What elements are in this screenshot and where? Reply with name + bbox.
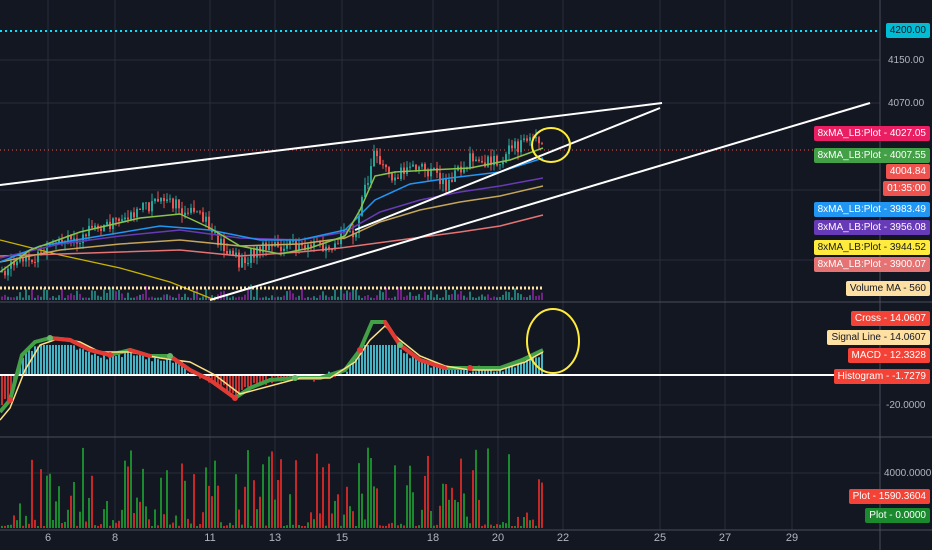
price-label-badge[interactable]: 01:35:00	[883, 181, 930, 196]
macd-histogram	[1, 345, 543, 405]
date-tick: 25	[653, 532, 667, 544]
date-tick: 20	[491, 532, 505, 544]
highlight-circle-price[interactable]	[531, 127, 571, 163]
ma-green	[0, 147, 544, 273]
price-label-badge[interactable]: 8xMA_LB:Plot - 3956.08	[813, 220, 930, 235]
macd-label-badge[interactable]: Signal Line - 14.0607	[827, 330, 930, 345]
date-tick: 27	[718, 532, 732, 544]
price-label-badge[interactable]: 4004.84	[885, 164, 930, 179]
macd-line	[0, 320, 544, 414]
ma-gold	[0, 185, 544, 263]
date-tick: 8	[111, 532, 119, 544]
ma-red	[0, 214, 544, 257]
date-tick: 6	[44, 532, 52, 544]
date-tick: 13	[268, 532, 282, 544]
price-label-badge[interactable]: 8xMA_LB:Plot - 4007.55	[813, 148, 930, 163]
price-label-badge[interactable]: Volume MA - 560	[845, 281, 930, 296]
price-label-badge[interactable]: 8xMA_LB:Plot - 4027.05	[813, 126, 930, 141]
date-tick: 18	[426, 532, 440, 544]
price-tick: 4150.00	[888, 55, 925, 66]
highlight-circle-macd[interactable]	[526, 308, 580, 374]
level-badge-4200[interactable]: 4200.00	[885, 23, 930, 38]
price-label-badge[interactable]: 8xMA_LB:Plot - 3944.52	[813, 240, 930, 255]
volume-label-badge[interactable]: Plot - 0.0000	[865, 508, 930, 523]
macd-tick: -20.0000	[886, 400, 926, 411]
volume-label-badge[interactable]: Plot - 1590.3604	[848, 489, 930, 504]
ma-blue	[0, 157, 544, 263]
date-tick: 11	[204, 532, 216, 544]
macd-label-badge[interactable]: Cross - 14.0607	[850, 311, 930, 326]
volume-pane-bars	[1, 447, 543, 528]
macd-label-badge[interactable]: Histogram - -1.7279	[833, 369, 930, 384]
price-label-badge[interactable]: 8xMA_LB:Plot - 3983.49	[813, 202, 930, 217]
price-label-badge[interactable]: 8xMA_LB:Plot - 3900.07	[813, 257, 930, 272]
macd-cross-dots	[7, 320, 473, 403]
date-tick: 15	[335, 532, 349, 544]
macd-label-badge[interactable]: MACD - 12.3328	[847, 348, 930, 363]
date-tick: 22	[556, 532, 570, 544]
ma-purple	[0, 177, 544, 259]
volume-tick: 4000.0000	[884, 468, 932, 479]
date-tick: 29	[785, 532, 799, 544]
trend-lines[interactable]	[0, 102, 871, 301]
price-tick: 4070.00	[888, 98, 925, 109]
grid	[0, 0, 880, 530]
